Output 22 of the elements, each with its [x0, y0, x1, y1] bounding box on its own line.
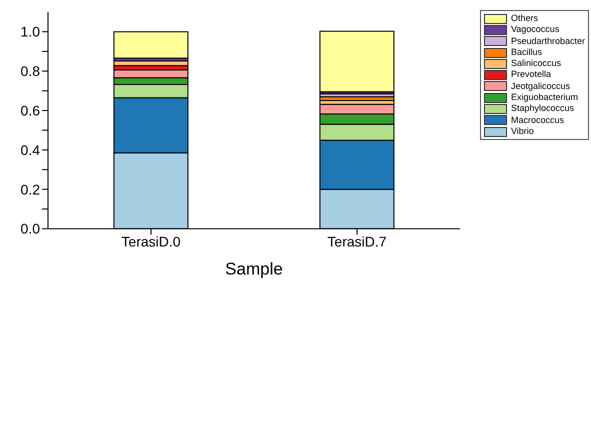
- legend-label: Staphylococcus: [510, 103, 574, 115]
- x-tick-label: TerasiD.7: [327, 234, 387, 250]
- x-axis-title: Sample: [225, 260, 283, 279]
- legend-label: Prevotella: [510, 69, 551, 81]
- y-tick-label: 0.0: [20, 220, 40, 237]
- legend-label: Exiguobacterium: [510, 92, 578, 104]
- y-tick-label: 0.6: [20, 102, 40, 118]
- legend-label: Vibrio: [510, 126, 534, 138]
- legend-label: Salinicoccus: [510, 58, 561, 70]
- y-tick-label: 0.4: [20, 142, 40, 158]
- legend-label: Others: [510, 13, 538, 24]
- legend-label: Jeotgalicoccus: [510, 80, 570, 92]
- y-tick-label: 0.8: [20, 63, 40, 80]
- bar: [113, 31, 188, 59]
- legend-label: Macrococcus: [510, 114, 564, 126]
- bar: [319, 30, 394, 92]
- legend-label: Vagococcus: [510, 24, 560, 36]
- x-tick-label: TerasiD.0: [121, 234, 181, 250]
- y-tick-label: 0.2: [20, 181, 40, 198]
- y-tick-label: 1.0: [20, 24, 40, 40]
- legend-label: Bacillus: [510, 46, 542, 58]
- legend-label: Pseudarthrobacter: [510, 36, 585, 47]
